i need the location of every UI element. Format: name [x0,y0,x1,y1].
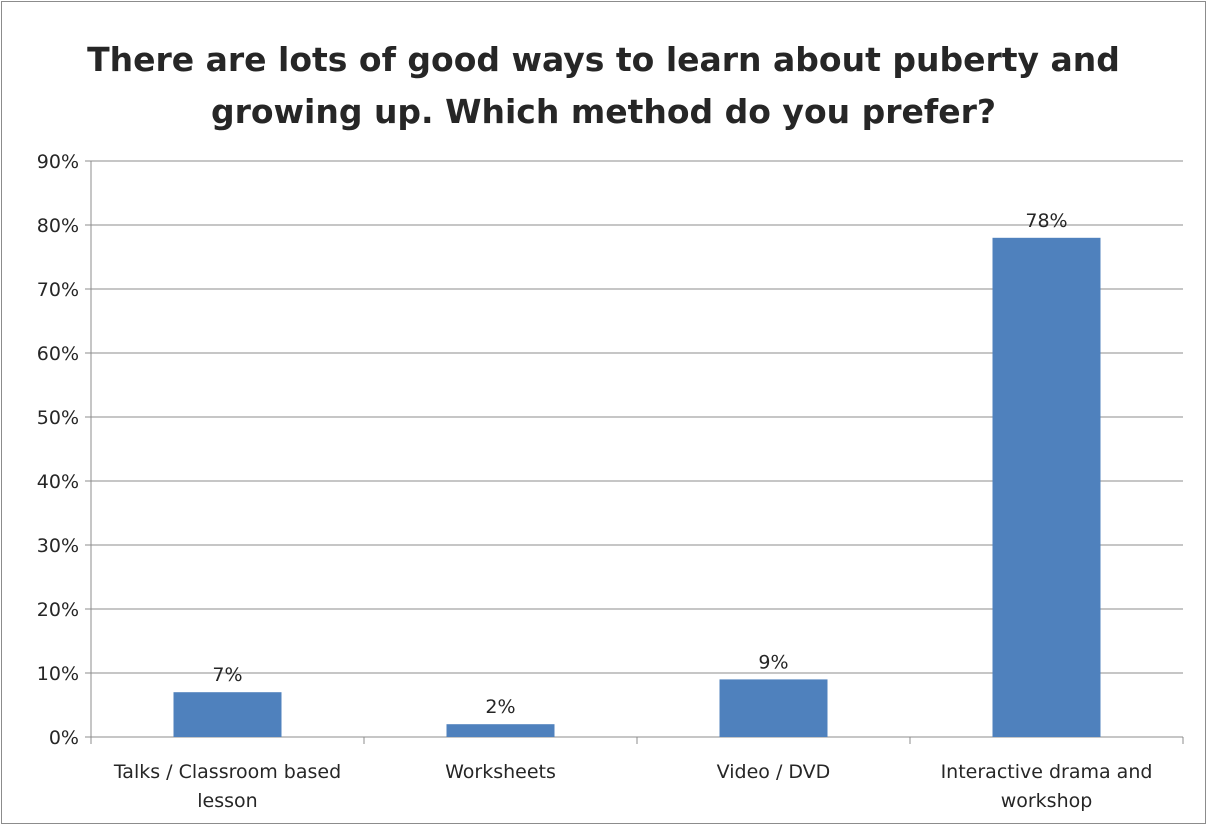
bar [992,237,1101,738]
y-tick-label: 40% [37,471,79,493]
y-tick-label: 30% [37,535,79,557]
chart-title-line-2: growing up. Which method do you prefer? [210,92,997,131]
y-tick-label: 10% [37,663,79,685]
bar [719,679,828,737]
chart-title-line-1: There are lots of good ways to learn abo… [87,40,1120,79]
y-tick-label: 20% [37,599,79,621]
data-label: 78% [1025,210,1067,232]
y-tick-label: 60% [37,343,79,365]
bar [446,724,555,737]
bar [173,692,282,737]
y-tick-label: 90% [37,151,79,173]
x-category-label: Worksheets [445,761,556,783]
x-category-label: workshop [1001,790,1093,812]
x-category-label: Video / DVD [717,761,831,783]
y-tick-label: 80% [37,215,79,237]
y-tick-label: 50% [37,407,79,429]
x-category-label: Interactive drama and [941,761,1153,783]
data-label: 7% [212,664,242,686]
data-label: 2% [485,696,515,718]
x-category-label: Talks / Classroom based [113,761,341,783]
chart-title: There are lots of good ways to learn abo… [0,34,1207,138]
y-tick-label: 70% [37,279,79,301]
data-label: 9% [758,651,788,673]
x-category-label: lesson [197,790,257,812]
y-tick-label: 0% [49,727,79,749]
